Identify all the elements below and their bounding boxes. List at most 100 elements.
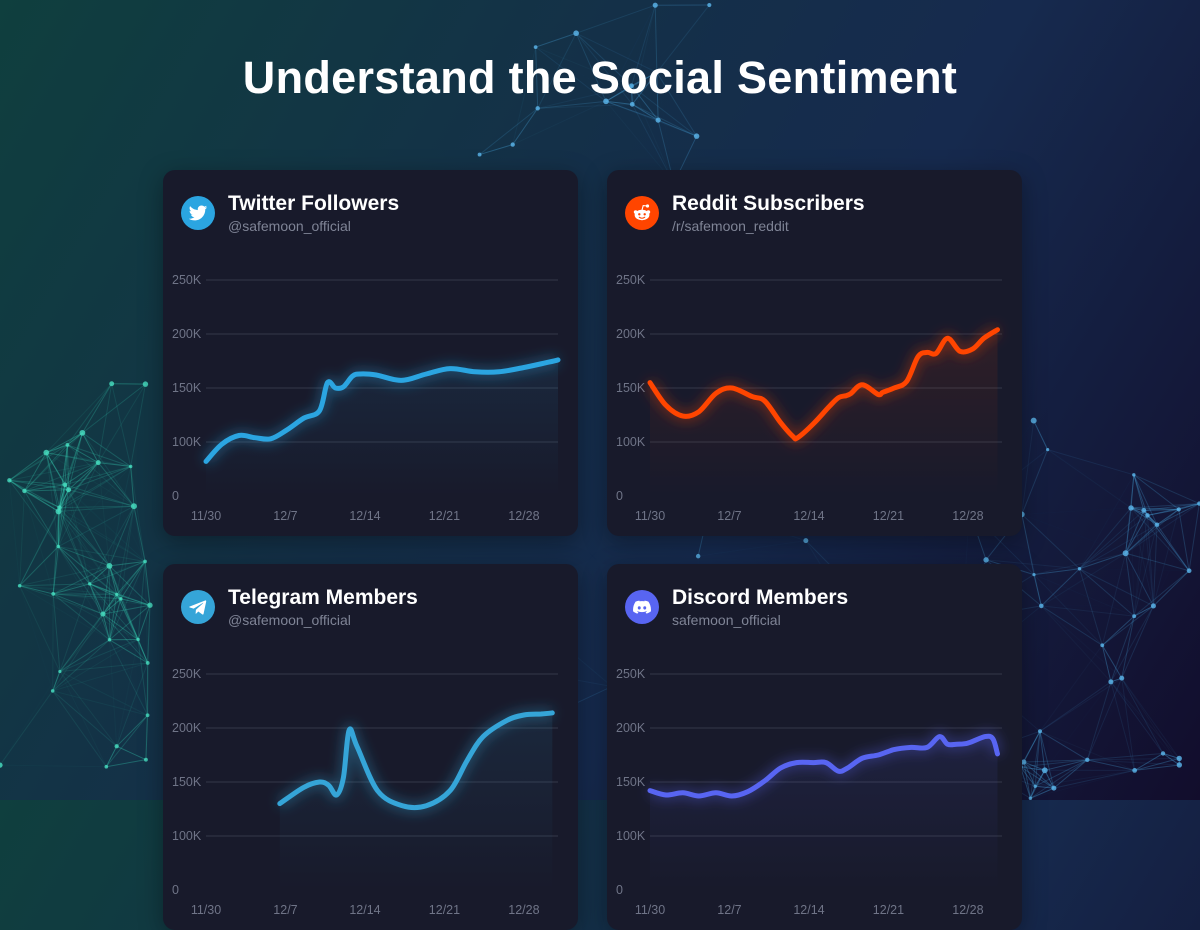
- network-node: [1119, 676, 1124, 681]
- network-edge: [60, 640, 110, 672]
- network-node: [694, 133, 700, 139]
- network-node: [1128, 505, 1133, 510]
- network-edge: [1048, 450, 1134, 475]
- x-tick-label: 12/14: [793, 509, 824, 523]
- y-tick-label: 250K: [172, 667, 202, 681]
- network-node: [51, 592, 55, 596]
- network-edge: [1153, 571, 1189, 606]
- network-edge: [67, 384, 111, 445]
- network-node: [100, 612, 105, 617]
- x-tick-label: 12/7: [273, 903, 297, 917]
- x-tick-label: 12/14: [349, 509, 380, 523]
- network-node: [656, 118, 661, 123]
- x-tick-label: 12/14: [793, 903, 824, 917]
- network-edge: [1040, 678, 1122, 731]
- network-edge: [1122, 678, 1179, 758]
- network-node: [18, 584, 22, 588]
- network-edge: [1122, 678, 1163, 753]
- x-tick-label: 12/28: [508, 903, 539, 917]
- network-node: [1038, 729, 1042, 733]
- x-tick-label: 12/7: [273, 509, 297, 523]
- y-tick-label: 250K: [616, 273, 646, 287]
- network-node: [1085, 758, 1089, 762]
- y-tick-label: 0: [172, 489, 179, 503]
- network-edge: [1045, 682, 1111, 770]
- network-node: [57, 545, 61, 549]
- network-node: [115, 744, 119, 748]
- network-node: [1078, 567, 1081, 570]
- network-node: [1187, 568, 1192, 573]
- network-node: [1141, 508, 1146, 513]
- network-node: [7, 478, 11, 482]
- network-node: [1177, 762, 1182, 767]
- network-edge: [110, 640, 117, 746]
- network-node: [56, 508, 62, 514]
- network-node: [143, 381, 148, 386]
- network-node: [1108, 679, 1113, 684]
- network-edge: [20, 566, 110, 586]
- network-edge: [60, 671, 106, 766]
- y-tick-label: 0: [616, 883, 623, 897]
- network-node: [131, 503, 137, 509]
- x-tick-label: 12/21: [429, 903, 460, 917]
- network-edge: [1111, 682, 1179, 765]
- network-node: [1177, 507, 1181, 511]
- network-edge: [1041, 569, 1079, 606]
- network-edge: [60, 584, 90, 672]
- network-edge: [1040, 731, 1087, 760]
- series-area: [280, 713, 553, 890]
- network-node: [1039, 604, 1044, 609]
- network-edge: [0, 765, 106, 767]
- network-edge: [109, 506, 134, 566]
- x-tick-label: 11/30: [635, 903, 665, 917]
- network-node: [144, 758, 148, 762]
- network-edge: [480, 108, 538, 154]
- network-edge: [1040, 645, 1102, 731]
- y-tick-label: 100K: [616, 435, 646, 449]
- network-node: [707, 3, 711, 7]
- y-tick-label: 0: [616, 489, 623, 503]
- network-edge: [117, 746, 146, 759]
- network-node: [51, 689, 55, 693]
- network-node: [478, 153, 482, 157]
- network-edge: [1087, 682, 1111, 760]
- network-edge: [20, 547, 59, 586]
- network-edge: [1157, 504, 1199, 525]
- network-node: [104, 765, 108, 769]
- y-tick-label: 150K: [172, 775, 202, 789]
- network-edge: [1022, 514, 1126, 553]
- network-node: [1031, 418, 1037, 424]
- network-edge: [1034, 421, 1134, 475]
- network-node: [66, 443, 70, 447]
- network-node: [1132, 768, 1137, 773]
- network-node: [136, 638, 139, 641]
- network-node: [535, 106, 539, 110]
- y-tick-label: 100K: [616, 829, 646, 843]
- network-edge: [1048, 450, 1144, 511]
- network-node: [107, 563, 113, 569]
- network-edge: [658, 120, 696, 136]
- network-edge: [106, 760, 146, 767]
- y-tick-label: 200K: [172, 327, 202, 341]
- network-edge: [138, 561, 145, 639]
- network-node: [109, 381, 114, 386]
- network-node: [1032, 573, 1035, 576]
- network-edge: [117, 715, 148, 746]
- network-edge: [1022, 514, 1080, 568]
- x-tick-label: 12/21: [429, 509, 460, 523]
- network-node: [1132, 614, 1136, 618]
- network-node: [66, 487, 71, 492]
- network-edge: [1034, 575, 1134, 617]
- x-tick-label: 12/21: [873, 903, 904, 917]
- network-edge: [1134, 475, 1199, 504]
- network-node: [1155, 522, 1159, 526]
- y-tick-label: 150K: [172, 381, 202, 395]
- x-tick-label: 12/28: [952, 903, 983, 917]
